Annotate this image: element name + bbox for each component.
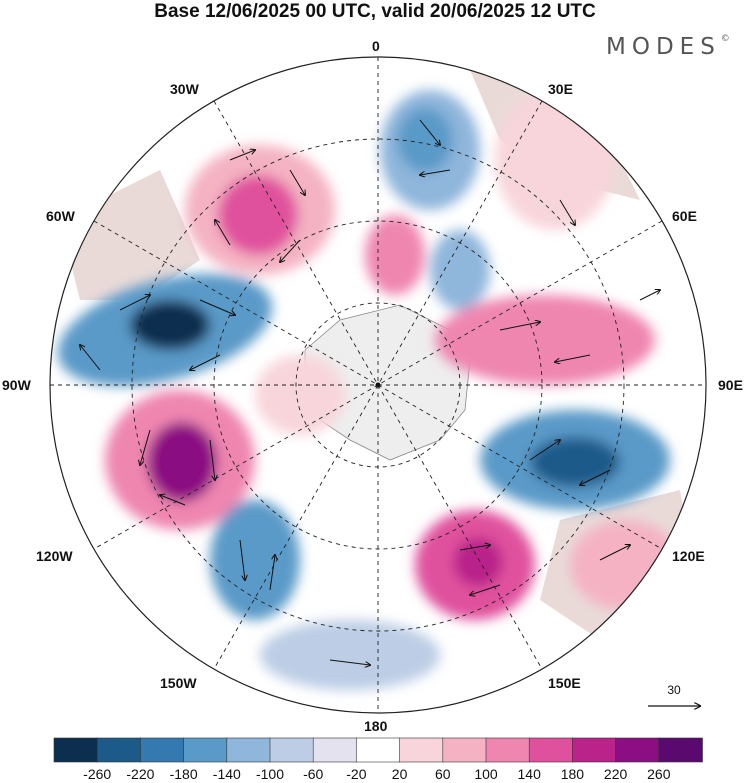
brand-name: MODES bbox=[606, 34, 721, 60]
map-disc bbox=[50, 57, 706, 713]
colorbar-swatch bbox=[96, 737, 142, 763]
lon-label-30e: 30E bbox=[548, 81, 573, 97]
lon-label-60w: 60W bbox=[46, 208, 75, 224]
anomaly-positive bbox=[255, 355, 345, 435]
lon-label-150w: 150W bbox=[160, 675, 197, 691]
anomaly-negative-core bbox=[397, 108, 453, 172]
colorbar-tick-label: -140 bbox=[212, 766, 241, 782]
anomaly-negative-core bbox=[130, 300, 210, 350]
anomaly-positive-core bbox=[453, 537, 503, 587]
pole-marker bbox=[375, 382, 381, 388]
colorbar-tick-label: -260 bbox=[83, 766, 112, 782]
brand-mark: © bbox=[720, 34, 730, 44]
lon-label-120e: 120E bbox=[672, 548, 705, 564]
map-border bbox=[49, 56, 707, 714]
anomaly-positive bbox=[435, 295, 655, 385]
colorbar-swatch bbox=[140, 737, 185, 763]
colorbar-tick-label: 60 bbox=[435, 766, 451, 782]
anomaly-positive bbox=[365, 215, 425, 295]
colorbar-tick-label: -100 bbox=[255, 766, 285, 782]
lon-label-30w: 30W bbox=[170, 81, 199, 97]
colorbar-swatch bbox=[399, 737, 444, 763]
colorbar-swatch bbox=[226, 737, 271, 763]
anomaly-negative bbox=[210, 500, 300, 620]
colorbar bbox=[53, 737, 703, 763]
anomaly-negative-core bbox=[530, 437, 620, 487]
anomaly-positive bbox=[495, 90, 615, 230]
colorbar-tick-label: -180 bbox=[169, 766, 198, 782]
colorbar-swatch bbox=[269, 737, 315, 763]
anomaly-positive bbox=[570, 520, 680, 610]
colorbar-tick-label: 140 bbox=[517, 766, 541, 782]
colorbar-tick-label: 220 bbox=[603, 766, 628, 782]
anomaly-positive-core bbox=[147, 422, 217, 502]
colorbar-swatch bbox=[356, 737, 401, 763]
colorbar-tick-label: -20 bbox=[346, 766, 367, 782]
lon-label-150e: 150E bbox=[548, 675, 581, 691]
colorbar-swatch bbox=[312, 737, 358, 763]
colorbar-tick-label: -60 bbox=[303, 766, 324, 782]
colorbar-swatch bbox=[528, 737, 574, 763]
anomaly-negative bbox=[260, 620, 440, 690]
colorbar-swatch bbox=[658, 737, 703, 763]
lon-label-90w: 90W bbox=[2, 377, 31, 393]
lon-label-60e: 60E bbox=[672, 208, 697, 224]
map-title: Base 12/06/2025 00 UTC, valid 20/06/2025… bbox=[154, 1, 596, 22]
lon-label-180: 180 bbox=[364, 718, 388, 734]
modes-logo: MODES© bbox=[606, 34, 730, 60]
lon-label-120w: 120W bbox=[36, 548, 73, 564]
colorbar-swatch bbox=[485, 737, 531, 763]
colorbar-tick-label: 100 bbox=[474, 766, 498, 782]
colorbar-tick-label: 260 bbox=[647, 766, 671, 782]
lon-label-0: 0 bbox=[372, 38, 380, 54]
wind-vectors bbox=[80, 119, 660, 665]
anomaly-positive-core bbox=[218, 175, 298, 255]
colorbar-swatch bbox=[615, 737, 660, 763]
colorbar-swatch bbox=[183, 737, 228, 763]
colorbar-swatch bbox=[442, 737, 487, 763]
anomaly-negative bbox=[430, 230, 490, 310]
reference-vector-label: 30 bbox=[667, 683, 681, 697]
lon-label-90e: 90E bbox=[718, 377, 743, 393]
colorbar-swatch bbox=[53, 737, 99, 763]
colorbar-tick-label: 180 bbox=[560, 766, 585, 782]
colorbar-swatch bbox=[572, 737, 617, 763]
colorbar-tick-label: -220 bbox=[126, 766, 155, 782]
colorbar-tick-label: 20 bbox=[391, 766, 408, 782]
